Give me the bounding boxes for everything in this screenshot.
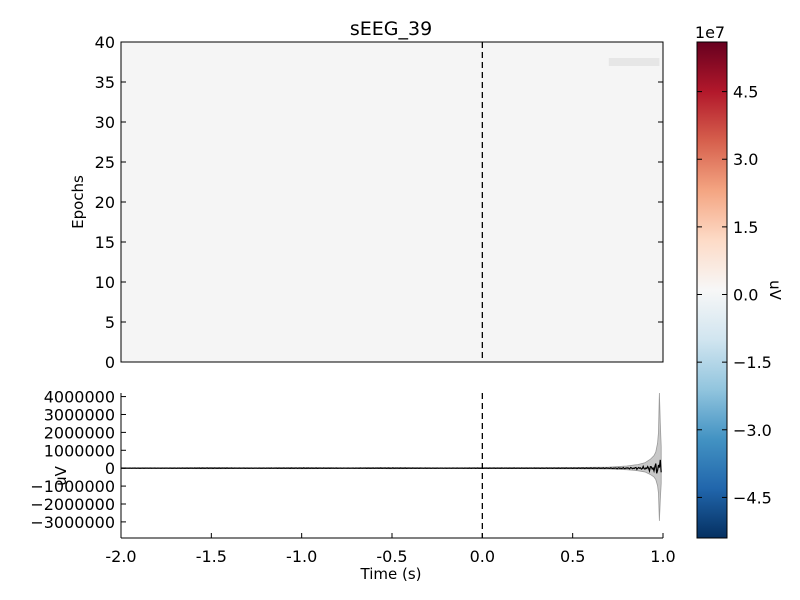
colorbar-tick-label: −3.0 bbox=[733, 421, 772, 440]
x-tick-label: 0.5 bbox=[560, 547, 585, 566]
epochs-y-tick-label: 0 bbox=[105, 353, 115, 372]
epochs-y-ticks: 0 5 10 15 20 25 30 35 40 bbox=[95, 33, 663, 372]
colorbar-tick-label: 3.0 bbox=[733, 150, 758, 169]
epochs-y-tick-label: 20 bbox=[95, 193, 115, 212]
evoked-y-tick-label: 3000000 bbox=[44, 405, 115, 424]
evoked-y-tick-label: 2000000 bbox=[44, 423, 115, 442]
x-tick-label: -1.5 bbox=[196, 547, 227, 566]
colorbar-tick-label: 1.5 bbox=[733, 218, 758, 237]
epochs-y-tick-label: 10 bbox=[95, 273, 115, 292]
evoked-y-tick-label: −3000000 bbox=[30, 513, 115, 532]
x-tick-label: -0.5 bbox=[376, 547, 407, 566]
x-tick-label: -2.0 bbox=[105, 547, 136, 566]
epochs-y-tick-label: 25 bbox=[95, 153, 115, 172]
epochs-y-tick-label: 35 bbox=[95, 73, 115, 92]
colorbar-tick-label: −4.5 bbox=[733, 488, 772, 507]
evoked-traces bbox=[120, 392, 662, 521]
epochs-image bbox=[121, 42, 663, 362]
x-axis-label: Time (s) bbox=[360, 565, 422, 583]
colorbar-ticks: 4.5 3.0 1.5 0.0 −1.5 −3.0 −4.5 bbox=[697, 83, 772, 507]
x-tick-label: 1.0 bbox=[650, 547, 675, 566]
evoked-y-tick-label: −1000000 bbox=[30, 477, 115, 496]
faint-activity-region bbox=[608, 58, 660, 66]
evoked-axes: 40000003000000200000010000000−1000000−20… bbox=[30, 388, 675, 583]
evoked-mean-trace bbox=[120, 459, 662, 474]
colorbar-tick-label: 4.5 bbox=[733, 83, 758, 102]
evoked-y-ticks: 40000003000000200000010000000−1000000−20… bbox=[30, 388, 126, 532]
epochs-y-tick-label: 30 bbox=[95, 113, 115, 132]
chart-title: sEEG_39 bbox=[350, 18, 432, 40]
evoked-y-axis-label: uV bbox=[52, 465, 70, 486]
evoked-y-tick-label: 0 bbox=[105, 459, 115, 478]
colorbar-label: uV bbox=[766, 280, 784, 301]
epochs-y-tick-label: 5 bbox=[105, 313, 115, 332]
epochs-axis-label: Epochs bbox=[69, 175, 87, 229]
colorbar-tick-label: 0.0 bbox=[733, 286, 758, 305]
colorbar-exponent: 1e7 bbox=[695, 23, 725, 42]
colorbar-gradient bbox=[696, 41, 728, 539]
evoked-plot-area bbox=[121, 393, 663, 538]
evoked-x-ticks: -2.0 -1.5 -1.0 -0.5 0.0 0.5 1.0 bbox=[105, 533, 676, 566]
x-tick-label: -1.0 bbox=[286, 547, 317, 566]
epochs-y-tick-label: 15 bbox=[95, 233, 115, 252]
colorbar: 4.5 3.0 1.5 0.0 −1.5 −3.0 −4.5 1e7 uV bbox=[695, 23, 784, 539]
evoked-y-tick-label: 1000000 bbox=[44, 441, 115, 460]
evoked-y-tick-label: 4000000 bbox=[44, 388, 115, 407]
epochs-y-tick-label: 40 bbox=[95, 33, 115, 52]
evoked-y-tick-label: −2000000 bbox=[30, 495, 115, 514]
x-tick-label: 0.0 bbox=[470, 547, 495, 566]
colorbar-tick-label: −1.5 bbox=[733, 353, 772, 372]
epochs-image-axes: 0 5 10 15 20 25 30 35 40 Epochs bbox=[69, 33, 664, 372]
